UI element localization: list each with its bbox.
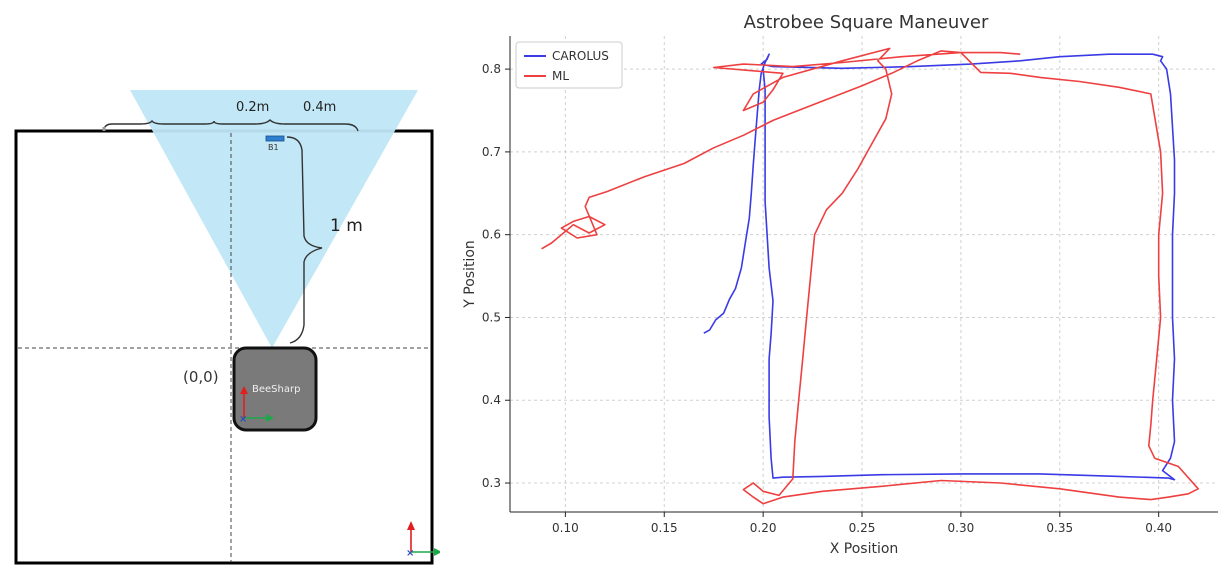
robot-z-axis-marker: ×	[239, 414, 247, 425]
dim-label-vertical: 1 m	[330, 216, 363, 236]
series-line-ml	[541, 47, 1200, 505]
dim-label-large: 0.4m	[303, 100, 336, 115]
square-maneuver-chart: Astrobee Square Maneuver 0.10 0.15 0.20 0.2…	[462, 12, 1218, 557]
y-tick-label: 0.3	[482, 476, 501, 490]
y-tick-label: 0.4	[482, 393, 501, 407]
x-axis-ticks: 0.10 0.15 0.20 0.25 0.30 0.35 0.40	[552, 512, 1172, 535]
beacon-marker	[265, 135, 285, 142]
origin-label: (0,0)	[183, 368, 219, 386]
x-tick-label: 0.30	[948, 521, 975, 535]
dim-brace-top	[103, 119, 359, 132]
x-tick-label: 0.35	[1046, 521, 1073, 535]
y-tick-label: 0.8	[482, 62, 501, 76]
chart-legend: CAROLUS ML	[515, 41, 623, 89]
robot-y-axis-head	[240, 386, 248, 394]
y-tick-label: 0.6	[482, 228, 501, 242]
world-y-axis-head	[407, 521, 415, 530]
test-arena-diagram: 0.2m 0.4m B1 1 m (0,0) BeeSharp × ×	[14, 90, 440, 565]
chart-title: Astrobee Square Maneuver	[744, 12, 989, 33]
dim-label-small: 0.2m	[236, 100, 269, 115]
y-axis-label: Y Position	[462, 240, 478, 309]
y-tick-label: 0.5	[482, 310, 501, 324]
x-tick-label: 0.20	[750, 521, 777, 535]
chart-grid	[510, 36, 1218, 512]
x-tick-label: 0.15	[651, 521, 678, 535]
beesharp-robot	[232, 346, 318, 432]
world-z-axis-marker: ×	[406, 548, 414, 559]
dim-brace-vertical	[286, 136, 323, 344]
robot-x-axis-head	[266, 414, 274, 422]
series-line-carolus	[703, 53, 1176, 481]
x-tick-label: 0.40	[1145, 521, 1172, 535]
x-axis-label: X Position	[830, 541, 899, 557]
y-tick-label: 0.7	[482, 145, 501, 159]
camera-fov-triangle	[130, 90, 418, 348]
x-tick-label: 0.10	[552, 521, 579, 535]
chart-series-lines	[541, 47, 1200, 505]
y-axis-ticks: 0.3 0.4 0.5 0.6 0.7 0.8	[482, 62, 510, 490]
beacon-label: B1	[268, 143, 279, 152]
world-x-axis-head	[434, 548, 440, 556]
legend-label-carolus: CAROLUS	[552, 49, 609, 63]
x-tick-label: 0.25	[849, 521, 876, 535]
legend-label-ml: ML	[552, 69, 569, 83]
robot-label: BeeSharp	[252, 384, 300, 395]
